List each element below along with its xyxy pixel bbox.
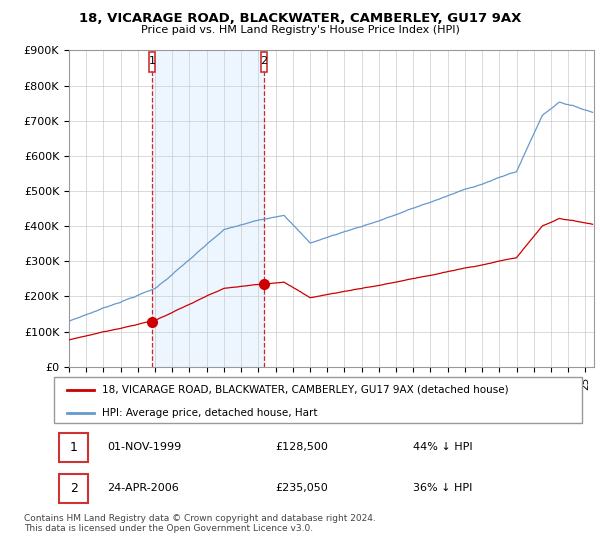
- Text: 1: 1: [149, 56, 155, 66]
- Text: 36% ↓ HPI: 36% ↓ HPI: [413, 483, 472, 493]
- Text: 24-APR-2006: 24-APR-2006: [107, 483, 179, 493]
- FancyBboxPatch shape: [260, 52, 266, 72]
- Text: Contains HM Land Registry data © Crown copyright and database right 2024.
This d: Contains HM Land Registry data © Crown c…: [24, 514, 376, 534]
- Text: £235,050: £235,050: [276, 483, 329, 493]
- FancyBboxPatch shape: [54, 377, 582, 423]
- Text: 44% ↓ HPI: 44% ↓ HPI: [413, 442, 473, 452]
- Text: 2: 2: [260, 56, 267, 66]
- Text: 2: 2: [70, 482, 78, 494]
- Text: £128,500: £128,500: [276, 442, 329, 452]
- Text: 1: 1: [70, 441, 78, 454]
- Text: HPI: Average price, detached house, Hart: HPI: Average price, detached house, Hart: [101, 408, 317, 418]
- Bar: [152, 50, 263, 367]
- FancyBboxPatch shape: [59, 433, 88, 462]
- Text: 01-NOV-1999: 01-NOV-1999: [107, 442, 181, 452]
- Text: Price paid vs. HM Land Registry's House Price Index (HPI): Price paid vs. HM Land Registry's House …: [140, 25, 460, 35]
- FancyBboxPatch shape: [149, 52, 155, 72]
- Text: 18, VICARAGE ROAD, BLACKWATER, CAMBERLEY, GU17 9AX: 18, VICARAGE ROAD, BLACKWATER, CAMBERLEY…: [79, 12, 521, 25]
- Text: 18, VICARAGE ROAD, BLACKWATER, CAMBERLEY, GU17 9AX (detached house): 18, VICARAGE ROAD, BLACKWATER, CAMBERLEY…: [101, 385, 508, 395]
- FancyBboxPatch shape: [59, 474, 88, 503]
